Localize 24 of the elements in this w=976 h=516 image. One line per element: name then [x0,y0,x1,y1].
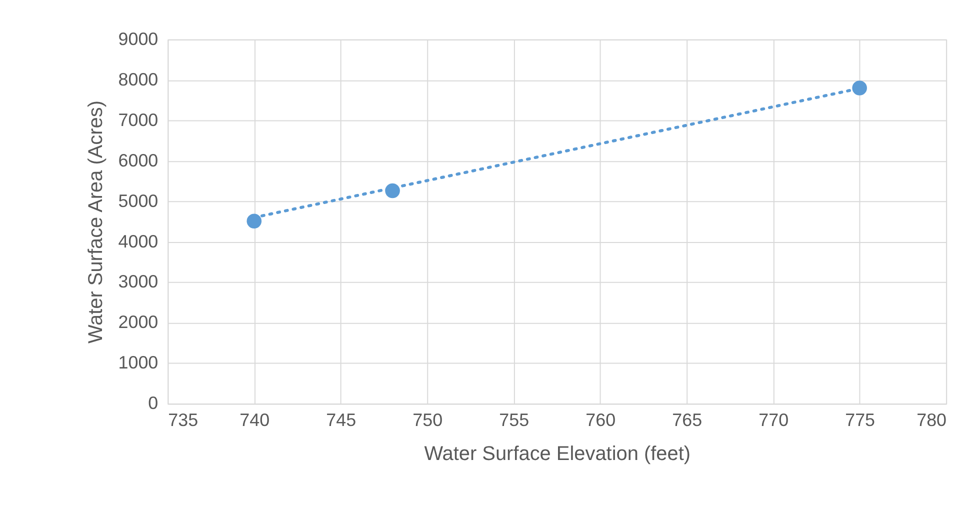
y-tick-label: 8000 [118,69,158,90]
x-axis-title: Water Surface Elevation (feet) [424,443,691,466]
x-tick-label: 775 [845,410,876,430]
x-tick-label: 745 [326,410,356,430]
y-tick-label: 2000 [118,312,158,332]
x-tick-label: 765 [672,410,702,430]
x-tick-label: 740 [240,410,270,430]
y-tick-label: 5000 [118,190,158,211]
y-tick-label: 7000 [118,110,158,130]
x-tick-label: 770 [758,410,789,430]
x-tick-label: 780 [916,410,947,430]
y-tick-label: 9000 [118,28,158,49]
x-tick-label: 750 [412,410,443,430]
point [246,214,262,229]
x-tick-label: 760 [586,410,616,430]
y-tick-label: 0 [148,393,158,414]
y-tick-label: 4000 [118,231,158,252]
x-tick-label: 755 [499,410,530,430]
y-tick-label: 6000 [118,150,158,170]
y-tick-label: 3000 [118,272,158,292]
y-tick-label: 1000 [118,352,158,373]
x-tick-label: 735 [168,410,198,430]
y-axis-title: Water Surface Area (Acres) [85,100,108,344]
point [852,80,867,96]
